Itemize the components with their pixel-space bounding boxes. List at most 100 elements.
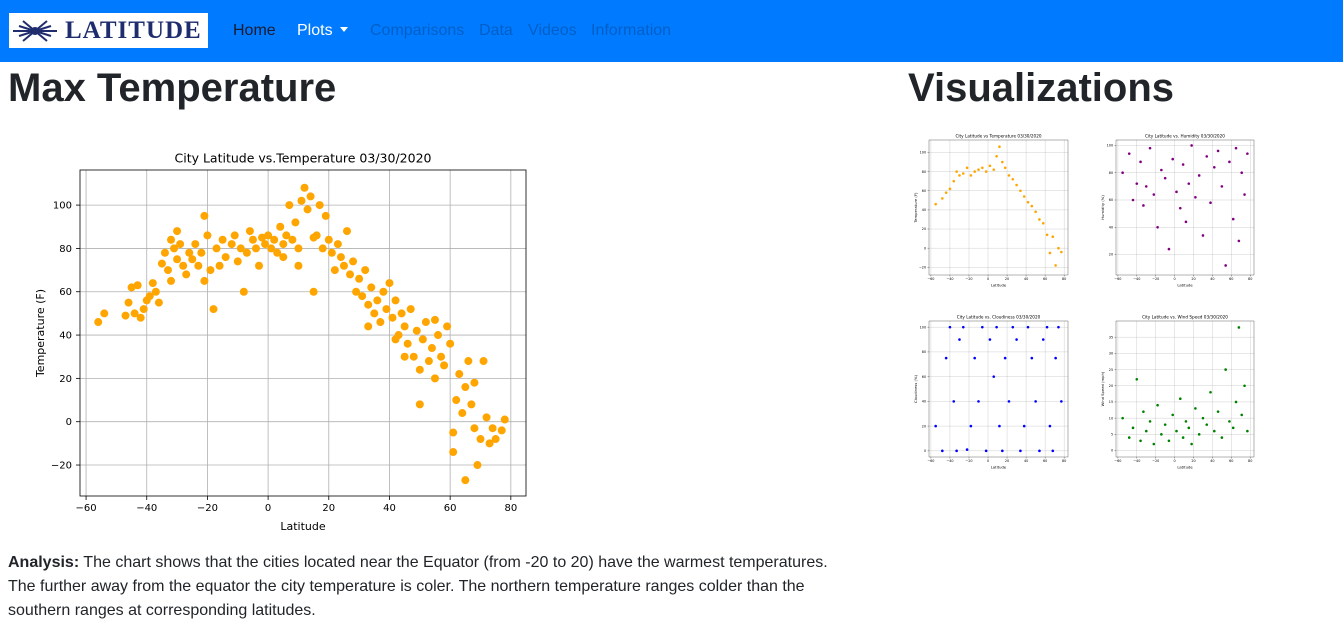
point <box>212 244 221 253</box>
point <box>291 218 300 227</box>
x-tick-label: 60 <box>1229 459 1233 463</box>
point <box>1026 325 1030 329</box>
y-tick-label: 40 <box>59 331 72 342</box>
y-tick-label: 80 <box>922 170 926 174</box>
point <box>1213 429 1216 433</box>
x-tick-label: 0 <box>987 277 989 281</box>
point <box>370 309 379 318</box>
point <box>952 400 956 403</box>
point <box>364 322 373 331</box>
y-tick-label: 25 <box>1109 368 1113 372</box>
point <box>965 448 969 451</box>
y-tick-label: −20 <box>919 266 926 270</box>
point <box>969 174 973 177</box>
point <box>376 318 385 327</box>
point <box>1041 221 1045 225</box>
point <box>218 235 227 244</box>
point <box>1156 225 1159 229</box>
point <box>300 183 309 192</box>
point <box>941 197 944 200</box>
point <box>1201 234 1205 237</box>
point <box>133 281 142 290</box>
x-tick-label: −20 <box>965 277 972 281</box>
point <box>406 305 415 314</box>
point <box>424 357 433 366</box>
analysis: Analysis: The chart shows that the citie… <box>8 551 858 623</box>
nav-link[interactable]: Plots <box>297 22 351 40</box>
sidebar-heading: Visualizations <box>908 66 1175 110</box>
point <box>476 435 485 444</box>
y-tick-label: 80 <box>1109 171 1113 175</box>
x-tick-label: −40 <box>1133 459 1140 463</box>
nav-link[interactable]: Home <box>233 22 276 39</box>
x-tick-label: 80 <box>1248 459 1252 463</box>
x-axis-label: Latitude <box>991 466 1007 470</box>
point <box>173 255 182 264</box>
point <box>1209 390 1212 394</box>
point <box>130 309 139 318</box>
point <box>1184 220 1188 224</box>
nav-link[interactable]: Data <box>479 22 513 39</box>
point <box>430 315 439 324</box>
point <box>1121 416 1124 420</box>
point <box>992 375 996 378</box>
x-tick-label: −20 <box>1152 459 1159 463</box>
point <box>1041 338 1045 341</box>
y-axis-label: Humidity (%) <box>1101 195 1105 220</box>
dropdown-caret <box>339 27 348 32</box>
point <box>427 344 436 353</box>
point <box>191 240 200 249</box>
y-tick-label: 20 <box>922 227 926 231</box>
y-tick-label: 40 <box>922 400 926 404</box>
point <box>1030 356 1034 360</box>
point <box>194 261 203 270</box>
point <box>981 325 984 329</box>
point <box>1231 426 1235 430</box>
point <box>167 276 176 285</box>
point <box>279 253 288 262</box>
point <box>327 248 336 257</box>
plot-frame <box>928 139 1069 276</box>
y-tick-label: 100 <box>53 201 72 212</box>
chart-title: City Latitude vs. Humidity 03/30/2020 <box>1145 133 1225 138</box>
point <box>1038 218 1041 221</box>
point <box>167 235 176 244</box>
point <box>1234 400 1238 404</box>
point <box>958 338 961 341</box>
brand[interactable]: LATITUDE <box>9 13 208 48</box>
point <box>409 352 418 361</box>
point <box>1051 449 1055 453</box>
point <box>961 172 965 175</box>
x-tick-label: −60 <box>927 277 934 281</box>
point <box>1127 152 1131 155</box>
point <box>273 248 282 257</box>
brand-name: LATITUDE <box>65 16 202 44</box>
point <box>1045 325 1049 329</box>
point <box>446 339 455 348</box>
point <box>1152 193 1156 196</box>
point <box>400 352 409 361</box>
point <box>124 298 133 307</box>
nav-link[interactable]: Comparisons <box>370 22 465 39</box>
point <box>458 409 467 418</box>
x-tick-label: 20 <box>1191 277 1195 281</box>
point <box>479 357 488 366</box>
y-tick-label: 0 <box>924 246 926 250</box>
x-tick-label: −60 <box>927 459 934 463</box>
point <box>1194 195 1197 199</box>
point <box>127 283 136 292</box>
point <box>955 449 958 453</box>
point <box>1054 264 1057 267</box>
point <box>197 248 206 257</box>
plot-frame <box>1115 139 1255 276</box>
y-tick-label: −20 <box>51 461 72 472</box>
point <box>1205 423 1209 426</box>
x-tick-label: −20 <box>197 503 218 514</box>
nav-link[interactable]: Videos <box>528 22 577 39</box>
point <box>430 374 439 383</box>
chart-title: City Latitude vs Temperature 03/30/2020 <box>955 133 1041 138</box>
point <box>1131 426 1135 430</box>
nav-link[interactable]: Information <box>591 22 672 39</box>
point <box>488 424 497 433</box>
point <box>1216 410 1220 413</box>
